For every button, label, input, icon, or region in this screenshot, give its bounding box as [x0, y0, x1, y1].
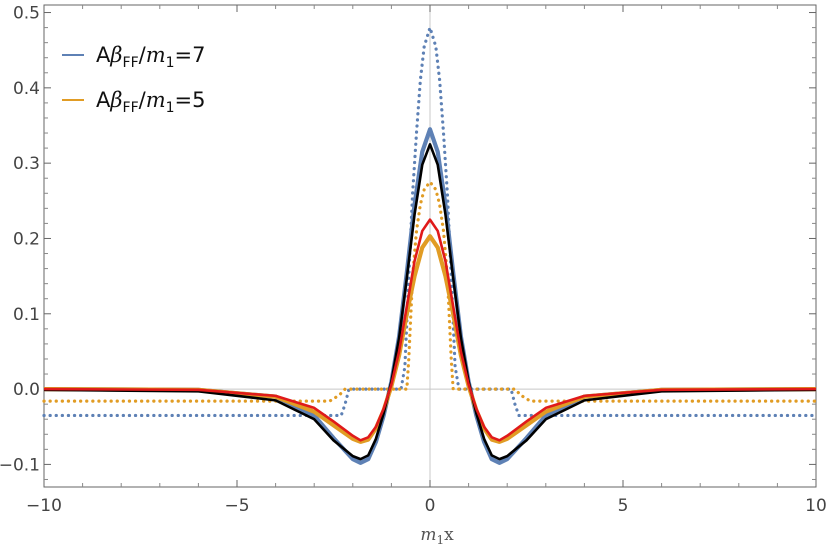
- series-line-4-thick: [43, 234, 817, 444]
- y-tick-label: 0.1: [13, 305, 40, 325]
- legend-label-part: =5: [175, 88, 206, 112]
- series-line-3-thick: [43, 127, 817, 465]
- legend-label-1: AβFF/m1=7: [96, 43, 206, 71]
- y-tick-label: 0.0: [13, 380, 40, 400]
- legend-label-part: =7: [175, 43, 206, 67]
- legend-label-part: FF: [123, 100, 139, 116]
- series-line-2-dotted: [42, 180, 818, 403]
- x-axis-title: m1x: [420, 525, 454, 547]
- y-tick-label: 0.4: [13, 79, 40, 99]
- y-tick-label: 0.3: [13, 154, 40, 174]
- legend-label-part: β: [109, 43, 122, 67]
- x-axis-title-rest: x: [444, 525, 454, 545]
- x-tick-label: 5: [618, 496, 629, 516]
- legend-label-part: m: [146, 88, 166, 112]
- legend-label-part: /: [139, 43, 147, 67]
- legend-label-part: β: [109, 88, 122, 112]
- x-tick-label: 0: [425, 496, 436, 516]
- x-tick-label: 10: [805, 496, 827, 516]
- series-line-5-solid: [43, 143, 817, 461]
- y-tick-label: −0.1: [0, 455, 40, 475]
- x-tick-label: −10: [26, 496, 62, 516]
- legend-label-part: 1: [166, 100, 175, 116]
- legend-label-part: 1: [166, 55, 175, 71]
- y-tick-label: 0.5: [13, 4, 40, 24]
- series-layer: [42, 25, 818, 465]
- y-tick-label: 0.2: [13, 229, 40, 249]
- x-axis-title-sub: 1: [436, 533, 444, 547]
- legend-label-part: /: [139, 88, 147, 112]
- legend-label-part: FF: [123, 55, 139, 71]
- legend-label-2: AβFF/m1=5: [96, 88, 206, 116]
- x-axis-title-m: m: [420, 525, 436, 545]
- legend-label-part: m: [146, 43, 166, 67]
- series-line-6-solid: [43, 218, 817, 442]
- x-tick-label: −5: [224, 496, 249, 516]
- axis-ticks: −10 −5 0 5 10 −0.1 0.0 0.1 0.2 0.3 0.4 0.5: [0, 4, 827, 516]
- legend-label-part: A: [96, 43, 111, 67]
- legend-label-part: A: [96, 88, 111, 112]
